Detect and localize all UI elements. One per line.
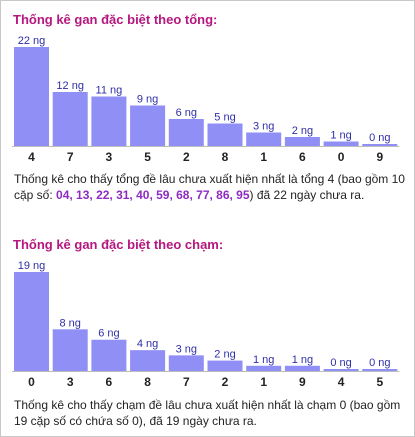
chart1-tick-4: 4 <box>28 150 35 164</box>
chart1-value-label-4: 22 ng <box>18 35 46 47</box>
chart2-bar-4 <box>323 369 359 371</box>
chart1-bar-2 <box>168 119 204 146</box>
chart1-value-label-0: 1 ng <box>330 130 351 142</box>
chart2-value-label-6: 6 ng <box>98 328 119 340</box>
chart2-svg: 19 ng 0 8 ng 3 6 ng 6 4 ng 8 3 ng 7 2 ng 2 1 ng 1 1 ng… <box>12 260 400 389</box>
chart1-value-label-3: 11 ng <box>96 85 123 97</box>
chart2-value-label-5: 0 ng <box>369 357 390 369</box>
chart1-tick-7: 7 <box>67 150 74 164</box>
chart2-tick-9: 9 <box>299 375 306 389</box>
chart2-bar-9 <box>284 365 320 371</box>
chart1-bar-4 <box>14 47 49 146</box>
chart1-value-label-2: 6 ng <box>176 107 197 119</box>
chart1-bar-7 <box>52 92 88 146</box>
chart2-tick-5: 5 <box>376 375 383 389</box>
chart1-tick-9: 9 <box>376 150 383 164</box>
chart1-tick-1: 1 <box>260 150 267 164</box>
chart2-tick-2: 2 <box>222 375 229 389</box>
chart1-bar-5 <box>130 105 166 146</box>
chart1-bar-0 <box>323 141 359 146</box>
chart2-value-label-4: 0 ng <box>330 357 351 369</box>
chart2-bar-6 <box>91 339 127 371</box>
chart2-tick-4: 4 <box>338 375 345 389</box>
chart1-desc-after: ) đã 22 ngày chưa ra. <box>249 188 365 202</box>
chart2-tick-0: 0 <box>28 375 35 389</box>
chart2-bar-3 <box>52 329 88 371</box>
chart1-bar-9 <box>362 144 398 146</box>
chart2-tick-3: 3 <box>67 375 74 389</box>
chart2-bar-8 <box>130 350 166 371</box>
chart2-title: Thống kê gan đặc biệt theo chạm: <box>13 237 224 252</box>
chart2-value-label-9: 1 ng <box>292 354 313 366</box>
sum-gap-chart: 22 ng 4 12 ng 7 11 ng 3 9 ng 5 6 ng 2 5 ng 8 3 ng 1 2 … <box>1 31 415 164</box>
chart1-value-label-7: 12 ng <box>56 80 84 92</box>
chart1-tick-5: 5 <box>144 150 151 164</box>
chart2-description: Thống kê cho thấy chạm đề lâu chưa xuất … <box>14 398 401 428</box>
chart1-tick-8: 8 <box>222 150 229 164</box>
chart1-description: Thống kê cho thấy tổng đề lâu chưa xuất … <box>14 171 409 203</box>
chart2-value-label-8: 4 ng <box>137 338 158 350</box>
chart2-tick-1: 1 <box>260 375 267 389</box>
chart2-bar-2 <box>207 360 243 371</box>
chart1-value-label-9: 0 ng <box>369 132 390 144</box>
chart2-value-label-1: 1 ng <box>253 354 274 366</box>
chart1-desc-before: Thống kê cho thấy tổng đề lâu chưa xuất … <box>14 172 405 202</box>
chart2-tick-7: 7 <box>183 375 190 389</box>
chart2-tick-6: 6 <box>106 375 113 389</box>
chart1-bar-6 <box>284 137 320 146</box>
chart2-bar-0 <box>14 272 49 371</box>
touch-gap-chart: 19 ng 0 8 ng 3 6 ng 6 4 ng 8 3 ng 7 2 ng 2 1 ng 1 1 ng… <box>1 256 415 389</box>
chart1-title: Thống kê gan đặc biệt theo tổng: <box>13 12 218 27</box>
chart1-tick-0: 0 <box>338 150 345 164</box>
chart1-bar-3 <box>91 96 127 146</box>
chart1-value-label-1: 3 ng <box>253 121 274 133</box>
chart1-value-label-5: 9 ng <box>137 94 158 106</box>
chart2-bar-5 <box>362 369 398 371</box>
chart2-value-label-2: 2 ng <box>214 349 235 361</box>
chart1-value-label-6: 2 ng <box>292 125 313 137</box>
chart1-bar-1 <box>246 132 282 146</box>
chart2-bar-7 <box>168 355 204 371</box>
chart1-tick-6: 6 <box>299 150 306 164</box>
chart2-tick-8: 8 <box>144 375 151 389</box>
chart1-bar-8 <box>207 123 243 146</box>
chart1-value-label-8: 5 ng <box>214 112 235 124</box>
chart2-value-label-0: 19 ng <box>18 260 46 272</box>
chart2-value-label-3: 8 ng <box>59 317 80 329</box>
chart2-bar-1 <box>246 365 282 371</box>
chart1-tick-2: 2 <box>183 150 190 164</box>
chart1-tick-3: 3 <box>106 150 113 164</box>
chart1-desc-numbers: 04, 13, 22, 31, 40, 59, 68, 77, 86, 95 <box>56 188 250 202</box>
chart2-value-label-7: 3 ng <box>176 343 197 355</box>
